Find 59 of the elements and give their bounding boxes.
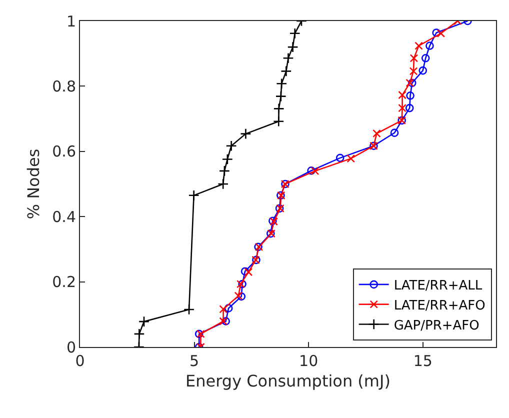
point <box>219 317 228 326</box>
y-tick-label: 0.8 <box>52 77 76 96</box>
point <box>408 78 416 88</box>
point <box>219 305 228 314</box>
x-tick-label: 15 <box>413 352 432 370</box>
point <box>134 328 145 340</box>
point <box>436 29 446 38</box>
point <box>287 42 298 53</box>
point <box>240 267 250 276</box>
point <box>222 317 230 326</box>
point <box>273 116 284 127</box>
point <box>426 42 434 50</box>
point <box>275 90 286 102</box>
legend-label: LATE/RR+AFO <box>394 298 486 314</box>
point <box>138 316 150 328</box>
y-tick-label: 0.2 <box>52 273 76 292</box>
point <box>406 78 414 88</box>
y-axis-title: % Nodes <box>24 148 44 220</box>
point <box>398 90 406 100</box>
point <box>183 304 195 316</box>
point <box>307 166 316 175</box>
point <box>372 129 381 138</box>
point <box>240 128 252 140</box>
point <box>226 140 237 152</box>
y-tick-label: 0.4 <box>52 208 76 226</box>
point <box>237 292 246 301</box>
point <box>421 54 430 62</box>
point <box>406 92 414 100</box>
point <box>390 128 399 137</box>
point <box>405 104 414 112</box>
point <box>432 28 440 37</box>
legend-label: GAP/PR+AFO <box>394 318 480 334</box>
point <box>398 104 406 112</box>
point <box>218 178 229 190</box>
point <box>188 190 200 201</box>
point <box>222 154 233 165</box>
legend-label: LATE/RR+ALL <box>394 278 483 294</box>
point <box>224 304 233 312</box>
point <box>409 67 418 76</box>
point <box>346 154 356 163</box>
point <box>418 66 428 75</box>
y-tick-label: 0.6 <box>52 142 76 161</box>
point <box>280 66 292 77</box>
x-axis-title: Energy Consumption (mJ) <box>186 372 390 391</box>
point <box>310 166 320 176</box>
point <box>234 292 243 300</box>
point <box>218 165 230 177</box>
x-tick-label: 10 <box>299 352 318 370</box>
x-tick-label: 5 <box>190 352 200 370</box>
point <box>414 42 423 50</box>
y-tick-label: 1 <box>66 12 76 30</box>
point <box>273 103 284 114</box>
point <box>289 28 300 39</box>
point <box>336 154 344 162</box>
y-tick-label: 0 <box>66 338 76 356</box>
point <box>276 78 288 90</box>
point <box>410 54 418 62</box>
point <box>244 268 253 276</box>
point <box>282 52 294 64</box>
